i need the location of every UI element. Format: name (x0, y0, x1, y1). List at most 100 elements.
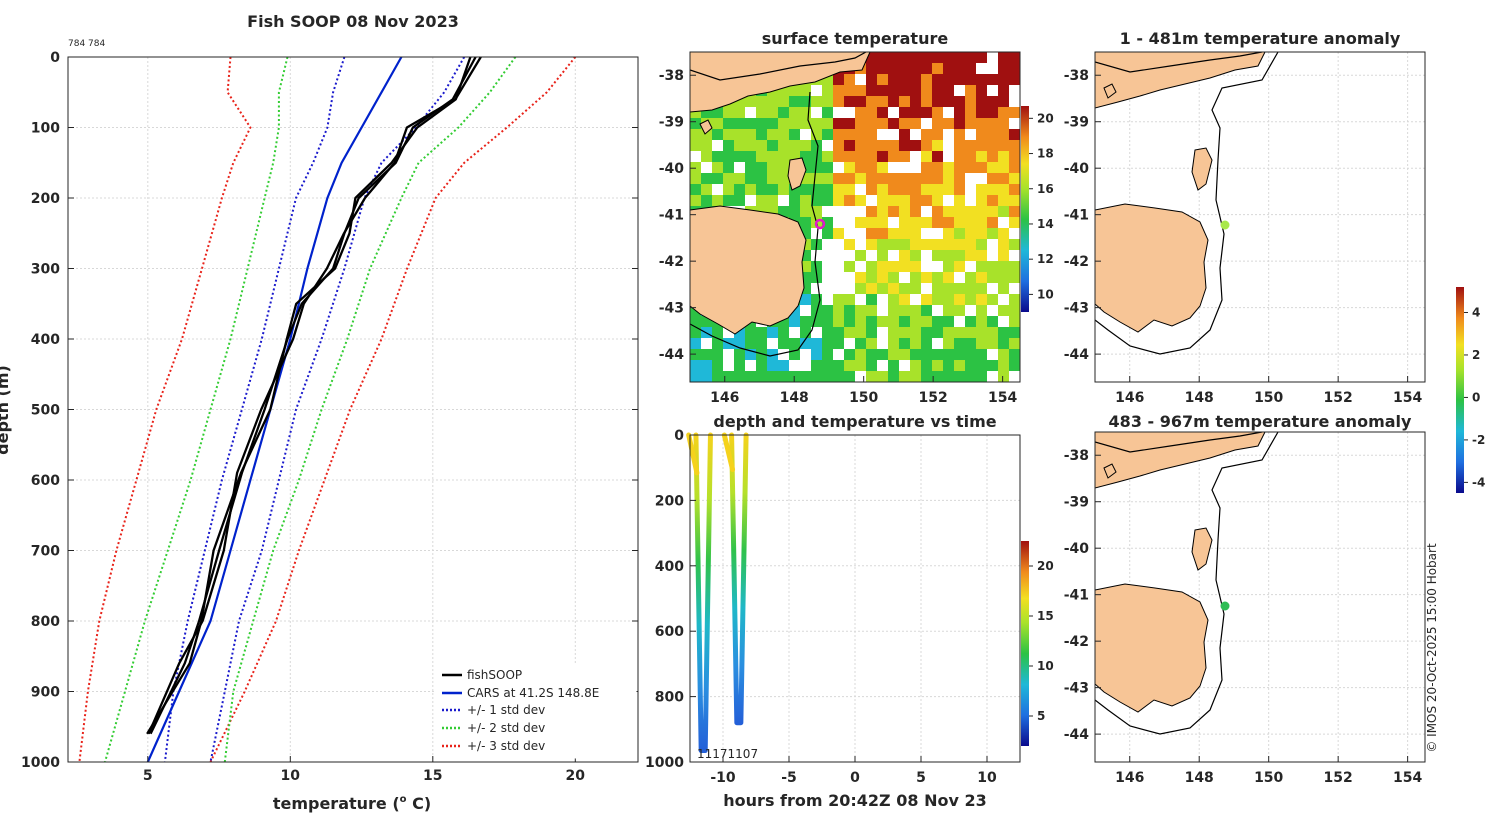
sst-cell (899, 195, 910, 206)
sst-cell (866, 184, 877, 195)
sst-cell (701, 151, 712, 162)
sst-cell (954, 294, 965, 305)
sst-cell (965, 327, 976, 338)
tasmania-land-a1 (1095, 203, 1209, 333)
mainland-land-a2 (1095, 432, 1266, 489)
sst-cell (855, 316, 866, 327)
sst-cell (943, 294, 954, 305)
shelf-contour-a2 (1095, 432, 1279, 735)
sst-cell (866, 206, 877, 217)
sst-cell (954, 283, 965, 294)
map-y-tick-label: -38 (1064, 448, 1089, 464)
sst-cell (855, 349, 866, 360)
sst-cell (844, 316, 855, 327)
std2-high-line (223, 56, 517, 763)
sst-cell (877, 261, 888, 272)
anomaly-upper-panel: 1 - 481m temperature anomaly 146 148 150 15… (1064, 29, 1426, 406)
sst-cell (976, 74, 987, 85)
sst-cell (1009, 349, 1020, 360)
sst-cell (1009, 305, 1020, 316)
sst-cell (998, 85, 1009, 96)
std3-low-line (78, 56, 252, 763)
sst-cell (778, 371, 789, 382)
sst-cell (712, 360, 723, 371)
sst-cell (954, 140, 965, 151)
sst-cell (756, 371, 767, 382)
cars-line (146, 56, 403, 763)
sst-cell (822, 228, 833, 239)
map-x-tick-label: 154 (1393, 390, 1422, 406)
profile-legend: fishSOOP CARS at 41.2S 148.8E +/- 1 std … (435, 663, 637, 759)
tasmania-land (690, 205, 807, 335)
sst-cell (844, 173, 855, 184)
flinders-island-land (787, 157, 807, 191)
sst-cell (690, 129, 701, 140)
sst-cell (811, 129, 822, 140)
sst-cell (932, 162, 943, 173)
sst-cell (1009, 173, 1020, 184)
sst-cell (877, 349, 888, 360)
sst-cell (888, 118, 899, 129)
sst-cell (866, 360, 877, 371)
sst-cell (778, 118, 789, 129)
sst-cell (910, 272, 921, 283)
sst-cell (877, 162, 888, 173)
sst-cell (998, 239, 1009, 250)
sst-cell (767, 107, 778, 118)
sst-cell (943, 349, 954, 360)
sst-cell (976, 129, 987, 140)
sst-cell (932, 140, 943, 151)
mainland-land-a1 (1095, 52, 1266, 109)
sst-cell (712, 173, 723, 184)
sst-cell (943, 338, 954, 349)
sst-cell (1009, 151, 1020, 162)
sst-cell (822, 327, 833, 338)
sst-cell (921, 305, 932, 316)
sst-cell (899, 250, 910, 261)
sst-cell (910, 173, 921, 184)
sst-cell (756, 195, 767, 206)
sst-cell (899, 63, 910, 74)
sst-cell (877, 107, 888, 118)
map-x-tick-label: 152 (919, 390, 948, 406)
map-y-tick-label: -42 (659, 254, 684, 270)
map-y-tick-label: -39 (1064, 495, 1089, 511)
sst-cell (855, 151, 866, 162)
sst-cell (1009, 52, 1020, 63)
sst-cell (965, 52, 976, 63)
sst-cell (800, 272, 811, 283)
sst-cell (767, 151, 778, 162)
sst-cell (866, 239, 877, 250)
sst-cell (987, 129, 998, 140)
sst-cell (822, 85, 833, 96)
sst-cell (800, 184, 811, 195)
sst-cell (932, 173, 943, 184)
sst-cell (877, 63, 888, 74)
sst-cell (976, 184, 987, 195)
sst-cell (998, 272, 1009, 283)
sst-cell (954, 250, 965, 261)
colorbar-tick-label: 15 (1037, 609, 1054, 623)
main-title: Fish SOOP 08 Nov 2023 (247, 12, 459, 31)
sst-cell (998, 360, 1009, 371)
colorbar-tick-label: 0 (1472, 390, 1480, 404)
sst-cell (899, 294, 910, 305)
sst-cell (998, 250, 1009, 261)
sst-cell (998, 371, 1009, 382)
sst-cell (789, 184, 800, 195)
sst-cell (800, 217, 811, 228)
sst-cell (943, 184, 954, 195)
colorbar-tick-label: 14 (1037, 217, 1054, 231)
sst-cell (855, 129, 866, 140)
sst-cell (690, 140, 701, 151)
sst-cell (734, 195, 745, 206)
sst-cell (800, 96, 811, 107)
sst-cell (800, 85, 811, 96)
sst-cell (833, 74, 844, 85)
sst-cell (701, 195, 712, 206)
sst-cell (877, 228, 888, 239)
sst-cell (756, 118, 767, 129)
sst-cell (954, 96, 965, 107)
map-x-tick-label: 146 (1115, 390, 1144, 406)
sst-cell (778, 85, 789, 96)
